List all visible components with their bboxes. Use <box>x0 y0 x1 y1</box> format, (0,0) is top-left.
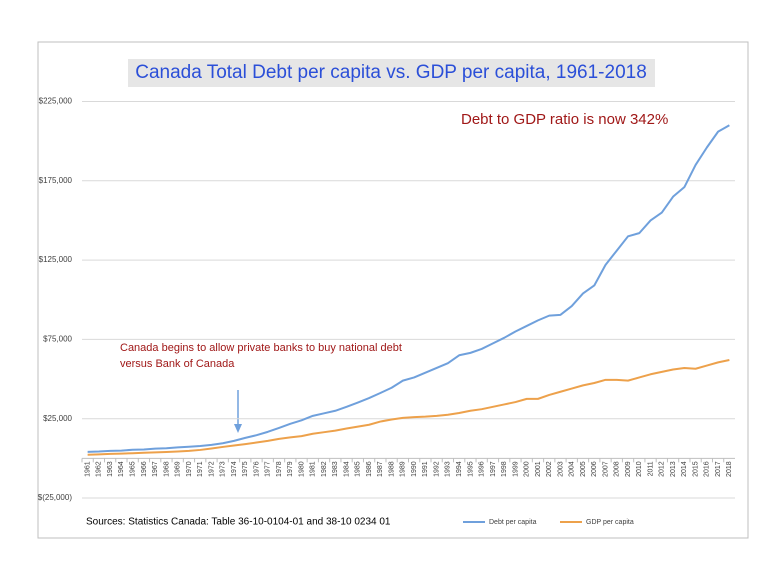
x-tick-label: 1998 <box>501 461 508 477</box>
x-tick-label: 1992 <box>433 461 440 477</box>
x-tick-label: 1962 <box>96 461 103 477</box>
legend-label: GDP per capita <box>586 519 634 526</box>
source-note: Sources: Statistics Canada: Table 36-10-… <box>86 517 391 528</box>
arrow-head <box>234 424 242 433</box>
y-tick-label: $125,000 <box>39 255 73 264</box>
x-tick-label: 1979 <box>287 461 294 477</box>
x-tick-label: 2000 <box>524 461 531 477</box>
note-line: Canada begins to allow private banks to … <box>120 342 402 354</box>
x-tick-label: 2002 <box>546 461 553 477</box>
x-tick-label: 1973 <box>220 461 227 477</box>
chart-title: Canada Total Debt per capita vs. GDP per… <box>135 62 647 83</box>
x-tick-label: 2004 <box>569 461 576 477</box>
x-tick-label: 1977 <box>265 461 272 477</box>
y-tick-label: $75,000 <box>43 335 72 344</box>
x-tick-label: 1987 <box>377 461 384 477</box>
y-tick-label: $225,000 <box>39 97 73 106</box>
x-tick-label: 1986 <box>366 461 373 477</box>
x-tick-label: 1969 <box>175 461 182 477</box>
x-tick-label: 1965 <box>130 461 137 477</box>
x-tick-label: 1994 <box>456 461 463 477</box>
x-tick-label: 2005 <box>580 461 587 477</box>
x-tick-label: 1980 <box>298 461 305 477</box>
x-tick-label: 1999 <box>512 461 519 477</box>
x-tick-label: 1972 <box>208 461 215 477</box>
x-tick-label: 2012 <box>659 461 666 477</box>
x-tick-label: 1967 <box>152 461 159 477</box>
x-tick-label: 2009 <box>625 461 632 477</box>
x-tick-label: 2015 <box>692 461 699 477</box>
x-tick-label: 1984 <box>343 461 350 477</box>
x-tick-label: 1974 <box>231 461 238 477</box>
x-tick-label: 1996 <box>479 461 486 477</box>
x-tick-label: 1961 <box>84 461 91 477</box>
x-tick-label: 1995 <box>467 461 474 477</box>
x-tick-label: 2008 <box>614 461 621 477</box>
annotation: Debt to GDP ratio is now 342% <box>461 111 668 128</box>
x-tick-label: 2003 <box>557 461 564 477</box>
x-tick-label: 1975 <box>242 461 249 477</box>
x-tick-label: 1993 <box>445 461 452 477</box>
x-tick-label: 1970 <box>186 461 193 477</box>
x-tick-label: 1990 <box>411 461 418 477</box>
y-tick-label: $175,000 <box>39 176 73 185</box>
series-line <box>87 359 730 456</box>
title-background <box>128 59 655 87</box>
legend-label: Debt per capita <box>489 519 537 526</box>
x-tick-label: 1966 <box>141 461 148 477</box>
x-tick-label: 2006 <box>591 461 598 477</box>
y-tick-label: $25,000 <box>43 414 72 423</box>
x-tick-label: 1991 <box>422 461 429 477</box>
y-tick-label: $(25,000) <box>38 493 73 502</box>
x-tick-label: 2010 <box>636 461 643 477</box>
x-tick-label: 1988 <box>388 461 395 477</box>
x-tick-label: 1989 <box>400 461 407 477</box>
x-tick-label: 1997 <box>490 461 497 477</box>
x-tick-label: 1982 <box>321 461 328 477</box>
series-line <box>87 124 730 453</box>
x-tick-label: 2013 <box>670 461 677 477</box>
x-tick-label: 1983 <box>332 461 339 477</box>
x-tick-label: 2007 <box>602 461 609 477</box>
x-tick-label: 1985 <box>355 461 362 477</box>
x-tick-label: 2011 <box>647 461 654 476</box>
x-tick-label: 2014 <box>681 461 688 477</box>
x-tick-label: 2016 <box>704 461 711 477</box>
x-tick-label: 2018 <box>726 461 733 477</box>
x-tick-label: 1971 <box>197 461 204 477</box>
x-tick-label: 2001 <box>535 461 542 477</box>
chart-frame <box>37 41 749 539</box>
x-tick-label: 1976 <box>253 461 260 477</box>
x-tick-label: 1981 <box>310 461 317 477</box>
x-tick-label: 1964 <box>118 461 125 477</box>
note-line: versus Bank of Canada <box>120 358 235 370</box>
x-tick-label: 1963 <box>107 461 114 477</box>
x-tick-label: 2017 <box>715 461 722 477</box>
x-tick-label: 1968 <box>163 461 170 477</box>
x-tick-label: 1978 <box>276 461 283 477</box>
